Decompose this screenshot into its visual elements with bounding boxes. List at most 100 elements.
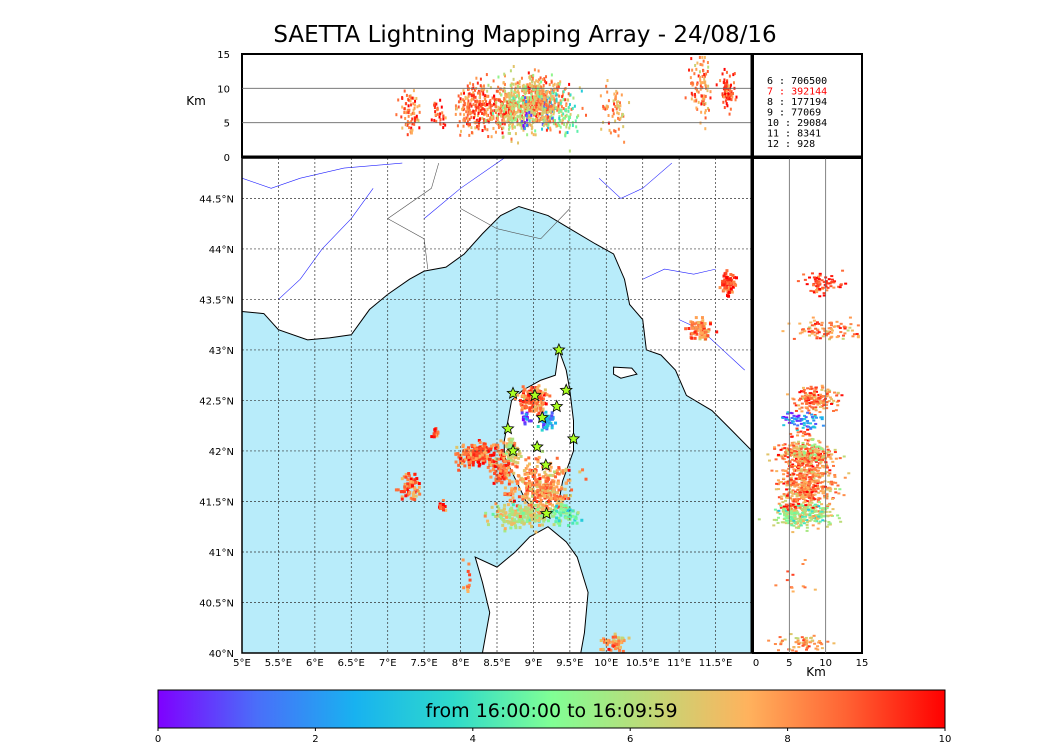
source-point — [807, 482, 811, 485]
source-point — [811, 493, 815, 496]
source-point — [540, 397, 544, 401]
source-point — [537, 493, 541, 497]
source-point — [440, 105, 443, 109]
source-point — [789, 506, 793, 509]
source-point — [829, 324, 833, 327]
source-point — [466, 119, 469, 123]
source-point — [466, 453, 470, 457]
source-point — [821, 491, 825, 494]
source-point — [805, 507, 809, 510]
source-point — [529, 513, 533, 517]
source-point — [812, 445, 816, 448]
source-point — [492, 111, 495, 115]
source-point — [470, 104, 473, 108]
source-point — [553, 98, 556, 102]
source-point — [557, 101, 560, 105]
source-point — [410, 480, 414, 484]
source-point — [515, 504, 519, 508]
source-point — [818, 272, 822, 275]
flash-count-row: 10 : 29084 — [767, 118, 827, 129]
source-point — [526, 110, 529, 114]
source-point — [796, 442, 800, 445]
source-point — [833, 475, 837, 478]
source-point — [457, 463, 461, 467]
source-point — [616, 91, 619, 95]
source-point — [527, 462, 531, 466]
source-point — [802, 453, 806, 456]
source-point — [830, 402, 834, 405]
source-point — [807, 495, 811, 498]
source-point — [701, 325, 705, 329]
source-point — [527, 399, 531, 403]
source-point — [498, 467, 502, 471]
source-point — [490, 444, 494, 448]
source-point — [492, 464, 496, 468]
source-point — [801, 585, 805, 588]
source-point — [507, 131, 510, 135]
source-point — [547, 120, 550, 124]
source-point — [813, 390, 817, 393]
source-point — [530, 390, 534, 394]
source-point — [537, 489, 541, 493]
source-point — [529, 419, 533, 423]
source-point — [501, 471, 505, 475]
source-point — [706, 330, 710, 334]
source-point — [466, 105, 469, 109]
source-point — [567, 118, 570, 122]
source-point — [470, 111, 473, 115]
source-point — [693, 92, 696, 96]
source-point — [795, 450, 799, 453]
source-point — [617, 639, 621, 643]
source-point — [459, 133, 462, 137]
source-point — [607, 113, 610, 117]
source-point — [564, 114, 567, 118]
source-point — [801, 641, 805, 644]
source-point — [507, 446, 511, 450]
source-point — [815, 457, 819, 460]
source-point — [477, 100, 480, 104]
source-point — [541, 107, 544, 111]
source-point — [776, 483, 780, 486]
source-point — [813, 484, 817, 487]
source-point — [499, 465, 503, 469]
source-point — [550, 114, 553, 118]
source-point — [790, 495, 794, 498]
source-point — [516, 452, 520, 456]
source-point — [819, 514, 823, 517]
station-star — [559, 383, 573, 397]
source-point — [513, 92, 516, 96]
source-point — [836, 325, 840, 328]
source-point — [525, 88, 528, 92]
source-point — [558, 118, 561, 122]
source-point — [502, 477, 506, 481]
source-point — [810, 464, 814, 467]
source-point — [412, 485, 416, 489]
source-point — [439, 504, 443, 508]
source-point — [543, 425, 547, 429]
source-point — [546, 489, 550, 493]
source-point — [704, 94, 707, 98]
source-point — [807, 509, 811, 512]
source-point — [536, 93, 539, 97]
source-point — [528, 113, 531, 117]
source-point — [729, 83, 732, 87]
source-point — [789, 485, 793, 488]
source-point — [558, 521, 562, 525]
source-point — [552, 116, 555, 120]
source-point — [802, 397, 806, 400]
source-point — [823, 329, 827, 332]
source-point — [793, 512, 797, 515]
source-point — [562, 90, 565, 94]
source-point — [477, 464, 481, 468]
source-point — [800, 484, 804, 487]
source-point — [822, 399, 826, 402]
source-point — [545, 418, 549, 422]
source-point — [689, 320, 693, 324]
source-point — [785, 505, 789, 508]
source-point — [481, 116, 484, 120]
source-point — [410, 103, 413, 107]
source-point — [413, 119, 416, 123]
source-point — [530, 109, 533, 113]
source-point — [508, 125, 511, 129]
